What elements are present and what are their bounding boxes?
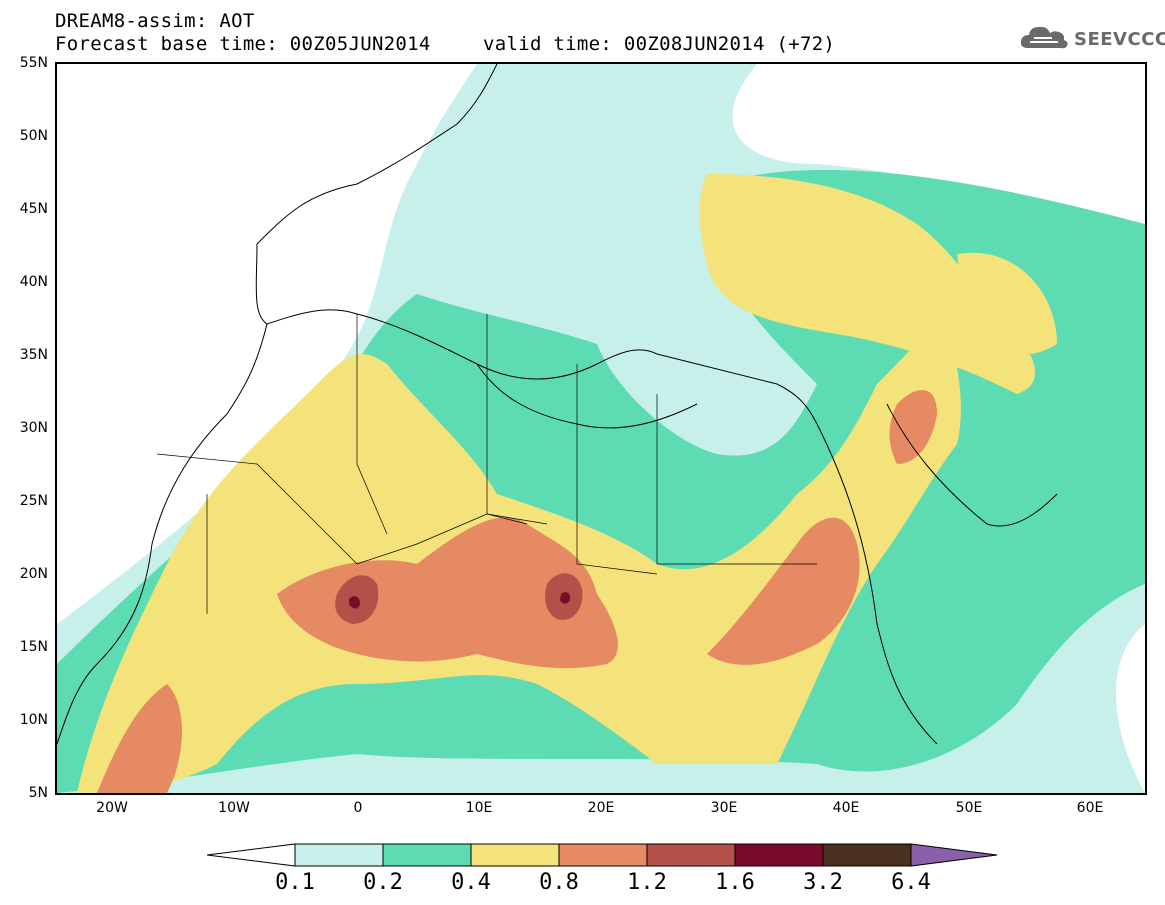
colorbar-segment — [470, 843, 560, 867]
lon-label: 10W — [218, 800, 250, 816]
colorbar-label: 1.6 — [715, 870, 755, 895]
lat-label: 35N — [19, 347, 48, 363]
colorbar-label: 3.2 — [803, 870, 843, 895]
lat-label: 55N — [19, 55, 48, 71]
valid-time: valid time: 00Z08JUN2014 (+72) — [483, 33, 836, 55]
lon-label: 30E — [710, 800, 738, 816]
lon-label: 10E — [465, 800, 493, 816]
lat-label: 15N — [19, 639, 48, 655]
map-title: DREAM8-assim: AOT — [55, 10, 255, 32]
lon-label: 20E — [587, 800, 615, 816]
aot-map — [55, 62, 1147, 795]
colorbar-label: 0.1 — [275, 870, 315, 895]
colorbar — [207, 843, 998, 867]
colorbar-label: 1.2 — [627, 870, 667, 895]
colorbar-label: 0.2 — [363, 870, 403, 895]
lat-label: 30N — [19, 420, 48, 436]
lat-label: 5N — [28, 785, 48, 801]
lon-label: 40E — [832, 800, 860, 816]
colorbar-segment — [646, 843, 736, 867]
colorbar-segment — [734, 843, 824, 867]
colorbar-low-arrow — [207, 843, 296, 867]
colorbar-segment — [558, 843, 648, 867]
lon-label: 20W — [96, 800, 128, 816]
colorbar-label: 0.4 — [451, 870, 491, 895]
lat-label: 10N — [19, 712, 48, 728]
colorbar-segment — [822, 843, 912, 867]
logo-text: SEEVCCC — [1074, 28, 1165, 50]
lon-label: 60E — [1076, 800, 1104, 816]
aot-field — [57, 64, 1145, 793]
seevccc-logo: SEEVCCC — [1018, 22, 1165, 56]
colorbar-label: 0.8 — [539, 870, 579, 895]
lon-label: 0 — [353, 800, 363, 816]
lat-label: 50N — [19, 128, 48, 144]
colorbar-segment — [382, 843, 472, 867]
colorbar-high-arrow — [910, 843, 998, 867]
lat-label: 40N — [19, 274, 48, 290]
lat-label: 45N — [19, 201, 48, 217]
forecast-base-time: Forecast base time: 00Z05JUN2014 — [55, 33, 431, 55]
lat-label: 25N — [19, 493, 48, 509]
lon-label: 50E — [955, 800, 983, 816]
cloud-icon — [1018, 22, 1070, 56]
colorbar-segment — [294, 843, 384, 867]
lat-label: 20N — [19, 566, 48, 582]
colorbar-label: 6.4 — [891, 870, 931, 895]
